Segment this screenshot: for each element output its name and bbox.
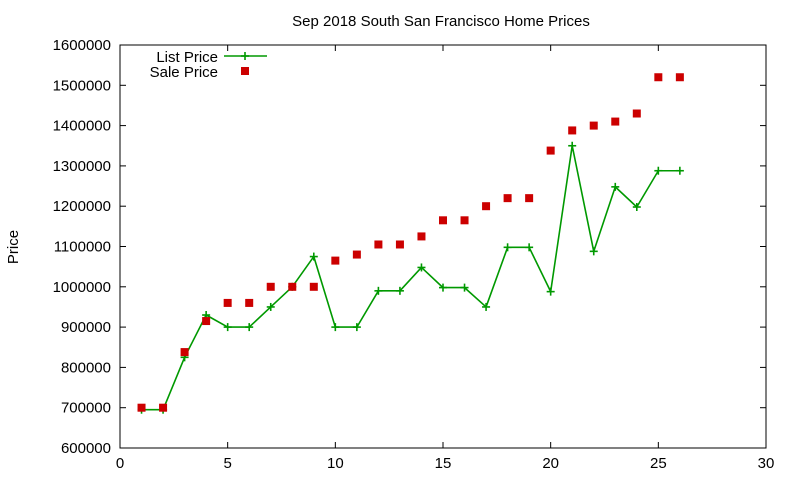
y-tick-label: 1400000 bbox=[53, 118, 111, 135]
sale-price-point bbox=[180, 348, 189, 357]
y-tick-label: 900000 bbox=[61, 319, 111, 336]
sale-price-point bbox=[223, 298, 232, 307]
sale-price-point bbox=[675, 73, 684, 82]
x-tick-label: 20 bbox=[542, 455, 559, 472]
list-price-point bbox=[374, 286, 383, 295]
data-series bbox=[137, 73, 684, 414]
list-price-point bbox=[309, 252, 318, 261]
y-tick-label: 1600000 bbox=[53, 37, 111, 54]
sale-price-point bbox=[611, 117, 620, 126]
list-price-point bbox=[352, 323, 361, 332]
list-price-point bbox=[460, 283, 469, 292]
list-price-point bbox=[223, 323, 232, 332]
legend-label-sale-price: Sale Price bbox=[150, 64, 218, 81]
y-tick-label: 1100000 bbox=[54, 239, 111, 256]
list-price-point bbox=[675, 166, 684, 175]
legend-marker-list-price bbox=[241, 52, 249, 60]
sale-price-point bbox=[503, 194, 512, 203]
sale-price-point bbox=[202, 317, 211, 326]
list-price-point bbox=[589, 247, 598, 256]
list-price-point bbox=[439, 283, 447, 292]
list-price-point bbox=[611, 182, 620, 191]
list-price-point bbox=[568, 141, 577, 150]
y-axis-label: Price bbox=[5, 230, 22, 264]
list-price-point bbox=[417, 263, 426, 272]
y-tick-label: 700000 bbox=[61, 400, 111, 417]
list-price-point bbox=[654, 166, 663, 175]
sale-price-point bbox=[288, 282, 297, 291]
sale-price-point bbox=[525, 194, 534, 203]
legend-label-list-price: List Price bbox=[156, 49, 218, 66]
sale-price-point bbox=[482, 202, 491, 211]
sale-price-point bbox=[245, 298, 254, 307]
sale-price-point bbox=[546, 146, 555, 155]
sale-price-point bbox=[439, 216, 447, 225]
axis-ticks: 0 5 10 15 20 25 30 600000 700000 800000 900000 1000… bbox=[53, 37, 775, 472]
sale-price-point bbox=[654, 73, 663, 82]
sale-price-point bbox=[352, 250, 361, 259]
chart-title: Sep 2018 South San Francisco Home Prices bbox=[292, 13, 590, 30]
sale-price-point bbox=[159, 403, 168, 412]
plot-frame bbox=[119, 44, 767, 449]
sale-price-point bbox=[309, 282, 318, 291]
x-tick-label: 10 bbox=[327, 455, 344, 472]
list-price-point bbox=[503, 243, 512, 252]
list-price-point bbox=[245, 323, 254, 332]
list-price-point bbox=[525, 243, 534, 252]
list-price-point bbox=[331, 323, 340, 332]
y-tick-label: 1500000 bbox=[53, 77, 111, 94]
list-price-line bbox=[141, 144, 680, 411]
sale-price-point bbox=[417, 232, 426, 241]
y-tick-label: 1000000 bbox=[53, 279, 111, 296]
x-tick-label: 15 bbox=[435, 455, 452, 472]
x-tick-label: 5 bbox=[223, 455, 231, 472]
list-price-point bbox=[632, 203, 641, 212]
sale-price-point bbox=[632, 109, 641, 118]
sale-price-point bbox=[266, 282, 275, 291]
y-tick-label: 1300000 bbox=[53, 158, 111, 175]
sale-price-point bbox=[331, 256, 340, 265]
list-price-point bbox=[395, 286, 404, 295]
list-price-point bbox=[482, 302, 491, 311]
sale-price-point bbox=[395, 240, 404, 249]
y-tick-label: 600000 bbox=[61, 440, 111, 457]
legend: List Price Sale Price bbox=[150, 49, 267, 81]
x-tick-label: 25 bbox=[650, 455, 667, 472]
sale-price-point bbox=[589, 121, 598, 130]
sale-price-point bbox=[568, 126, 577, 135]
sale-price-point bbox=[460, 216, 469, 225]
sale-price-point bbox=[374, 240, 383, 249]
list-price-point bbox=[546, 287, 555, 296]
sale-price-point bbox=[137, 403, 146, 412]
list-price-point bbox=[266, 302, 275, 311]
x-tick-label: 0 bbox=[116, 455, 124, 472]
legend-marker-sale-price bbox=[241, 67, 249, 75]
x-tick-label: 30 bbox=[758, 455, 775, 472]
y-tick-label: 1200000 bbox=[53, 198, 111, 215]
y-tick-label: 800000 bbox=[61, 359, 111, 376]
